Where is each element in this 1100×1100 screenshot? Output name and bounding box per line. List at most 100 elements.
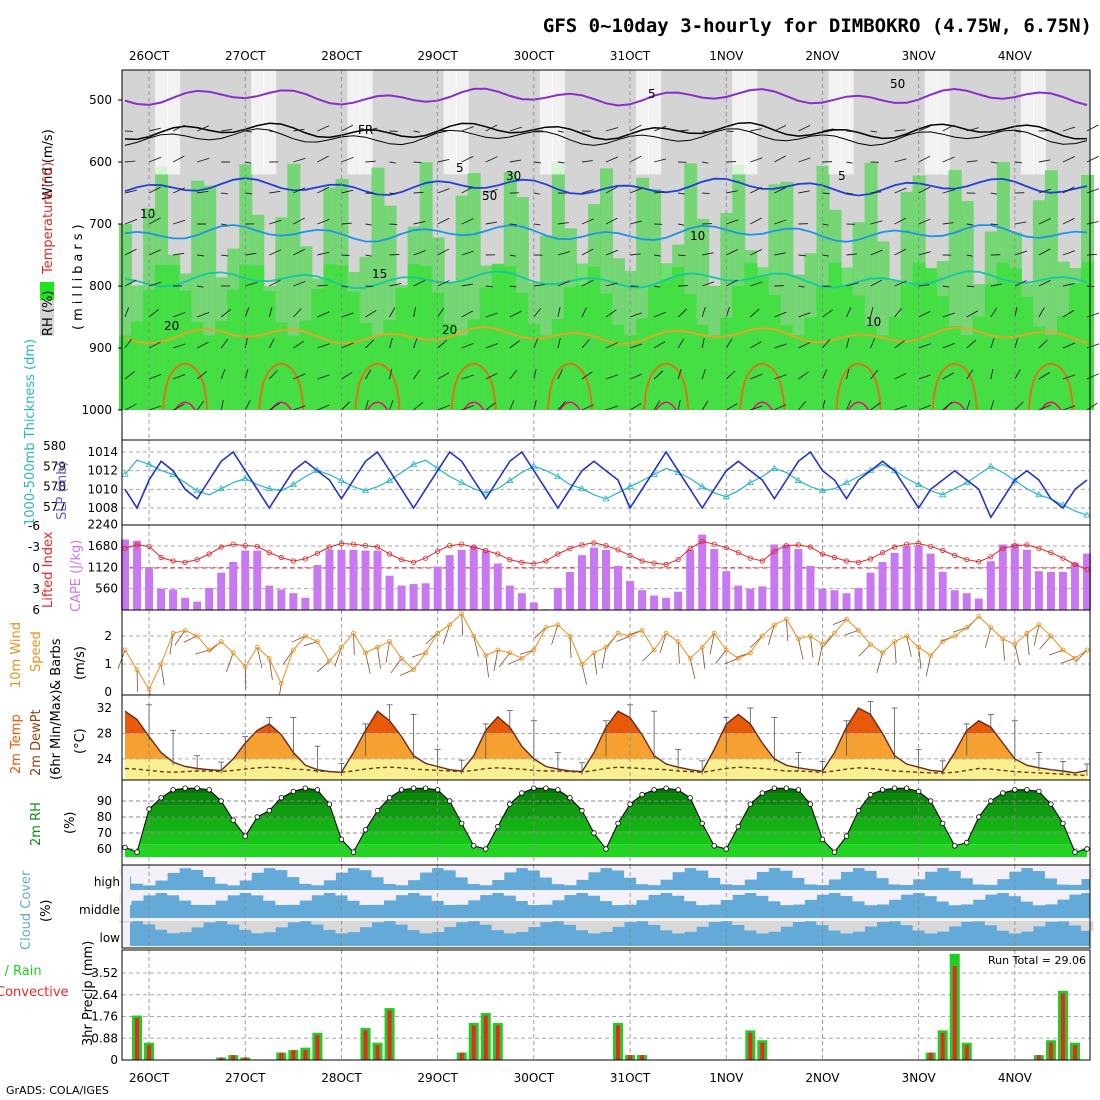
cape-bar bbox=[265, 585, 274, 610]
wind-barb bbox=[629, 187, 643, 194]
hot-lobe bbox=[655, 401, 677, 411]
rh-point bbox=[687, 795, 693, 801]
precip-conv-bar bbox=[760, 1042, 765, 1060]
thickness-point bbox=[145, 460, 153, 467]
cape-bar bbox=[1070, 562, 1079, 610]
wind10m-barb bbox=[533, 627, 547, 640]
wind-barb bbox=[846, 282, 859, 287]
wind-barb bbox=[750, 373, 763, 380]
wind-barb bbox=[966, 223, 974, 226]
li-tick: -3 bbox=[28, 540, 40, 554]
cape-bar bbox=[1046, 571, 1055, 610]
precip-conv-bar bbox=[1048, 1042, 1053, 1060]
li-point bbox=[579, 542, 585, 548]
wind10m-barb bbox=[1014, 644, 1021, 666]
cloud-gap bbox=[443, 893, 457, 905]
cloud-gap bbox=[335, 921, 348, 934]
wind-barb bbox=[461, 405, 474, 411]
top-date-label: 3NOV bbox=[902, 49, 937, 63]
rh-point bbox=[699, 820, 705, 827]
wind-barb bbox=[966, 369, 974, 380]
wind-barb bbox=[990, 161, 998, 164]
wind-barb bbox=[533, 192, 540, 195]
wind10m-point bbox=[230, 650, 236, 656]
wind-barb bbox=[389, 283, 402, 287]
cloud-gap bbox=[251, 868, 264, 873]
rh-point bbox=[555, 787, 561, 793]
cape-tick: 2240 bbox=[87, 518, 118, 532]
rh-point bbox=[1000, 790, 1006, 796]
cloud-gap bbox=[900, 893, 914, 895]
li-point bbox=[350, 541, 357, 547]
wind-barb bbox=[317, 311, 330, 318]
cloud-frame bbox=[121, 864, 1091, 949]
cape-bar bbox=[722, 571, 731, 610]
wind-barb bbox=[846, 253, 858, 256]
wind10m-point bbox=[940, 639, 946, 644]
wind-barb bbox=[774, 343, 787, 349]
cloud-gap bbox=[1020, 921, 1034, 932]
rh-point bbox=[927, 798, 934, 804]
wind-barb bbox=[365, 223, 372, 226]
wind-barb bbox=[148, 156, 162, 163]
thickness-point bbox=[938, 491, 947, 498]
li-point bbox=[170, 558, 176, 564]
wind-barb bbox=[413, 279, 426, 287]
wind-barb bbox=[413, 191, 424, 194]
cloud-gap bbox=[660, 868, 673, 880]
cloud-gap bbox=[215, 893, 228, 901]
wind10m-point bbox=[266, 656, 272, 661]
wind-barb bbox=[653, 125, 667, 132]
contour-label: 15 bbox=[372, 267, 387, 281]
cape-bar bbox=[818, 588, 827, 610]
rh-point bbox=[675, 787, 681, 793]
rh-point bbox=[771, 785, 778, 791]
cloud-gap bbox=[876, 921, 890, 922]
millibars-label: (millibars) bbox=[71, 220, 86, 330]
li-point bbox=[603, 542, 609, 549]
precip-conv-bar bbox=[748, 1032, 753, 1060]
rh-point bbox=[903, 785, 910, 791]
cloud-gap bbox=[600, 921, 613, 932]
cape-bar bbox=[1058, 571, 1067, 610]
wind-barb bbox=[701, 369, 706, 380]
wind-barb bbox=[461, 126, 474, 132]
precip-tick: 0 bbox=[110, 1053, 118, 1067]
top-date-label: 2NOV bbox=[805, 49, 840, 63]
wind-barb bbox=[268, 307, 273, 318]
li-point bbox=[651, 560, 657, 566]
cape-bar bbox=[614, 565, 623, 610]
li-point bbox=[1012, 542, 1018, 549]
cloud-gap bbox=[900, 921, 914, 926]
cloud-gap bbox=[912, 921, 926, 931]
temp2m-label-c: (6hr Min/Max) bbox=[49, 690, 64, 780]
cloud-gap bbox=[804, 868, 817, 885]
wind-barb bbox=[798, 190, 810, 194]
wind10m-point bbox=[771, 622, 777, 628]
wind-barb bbox=[437, 248, 450, 256]
cloud-gap bbox=[179, 921, 192, 933]
cloud-gap bbox=[696, 893, 709, 906]
cape-bar bbox=[782, 544, 791, 610]
li-point bbox=[988, 554, 994, 560]
cloud-level-label: low bbox=[100, 931, 121, 945]
precip-conv-bar bbox=[616, 1025, 621, 1060]
wind-barb bbox=[581, 339, 590, 349]
wind-barb bbox=[557, 251, 570, 256]
contour-label: 5 bbox=[648, 87, 656, 101]
wind-barb bbox=[822, 223, 829, 226]
li-point bbox=[952, 552, 958, 559]
cloud-gap bbox=[1044, 868, 1058, 879]
thickness-point bbox=[818, 486, 827, 494]
top-date-label: 26OCT bbox=[129, 49, 170, 63]
cloud-gap bbox=[119, 868, 132, 877]
pressure-tick: 900 bbox=[89, 341, 112, 355]
wind-barb bbox=[605, 249, 619, 256]
wind10m-point bbox=[351, 630, 356, 636]
cloud-gap bbox=[383, 893, 397, 901]
li-point bbox=[928, 543, 934, 549]
wind-barb bbox=[581, 371, 593, 380]
li-tick: 0 bbox=[32, 561, 40, 575]
wind-barb bbox=[966, 310, 979, 318]
wind10m-point bbox=[988, 625, 994, 630]
